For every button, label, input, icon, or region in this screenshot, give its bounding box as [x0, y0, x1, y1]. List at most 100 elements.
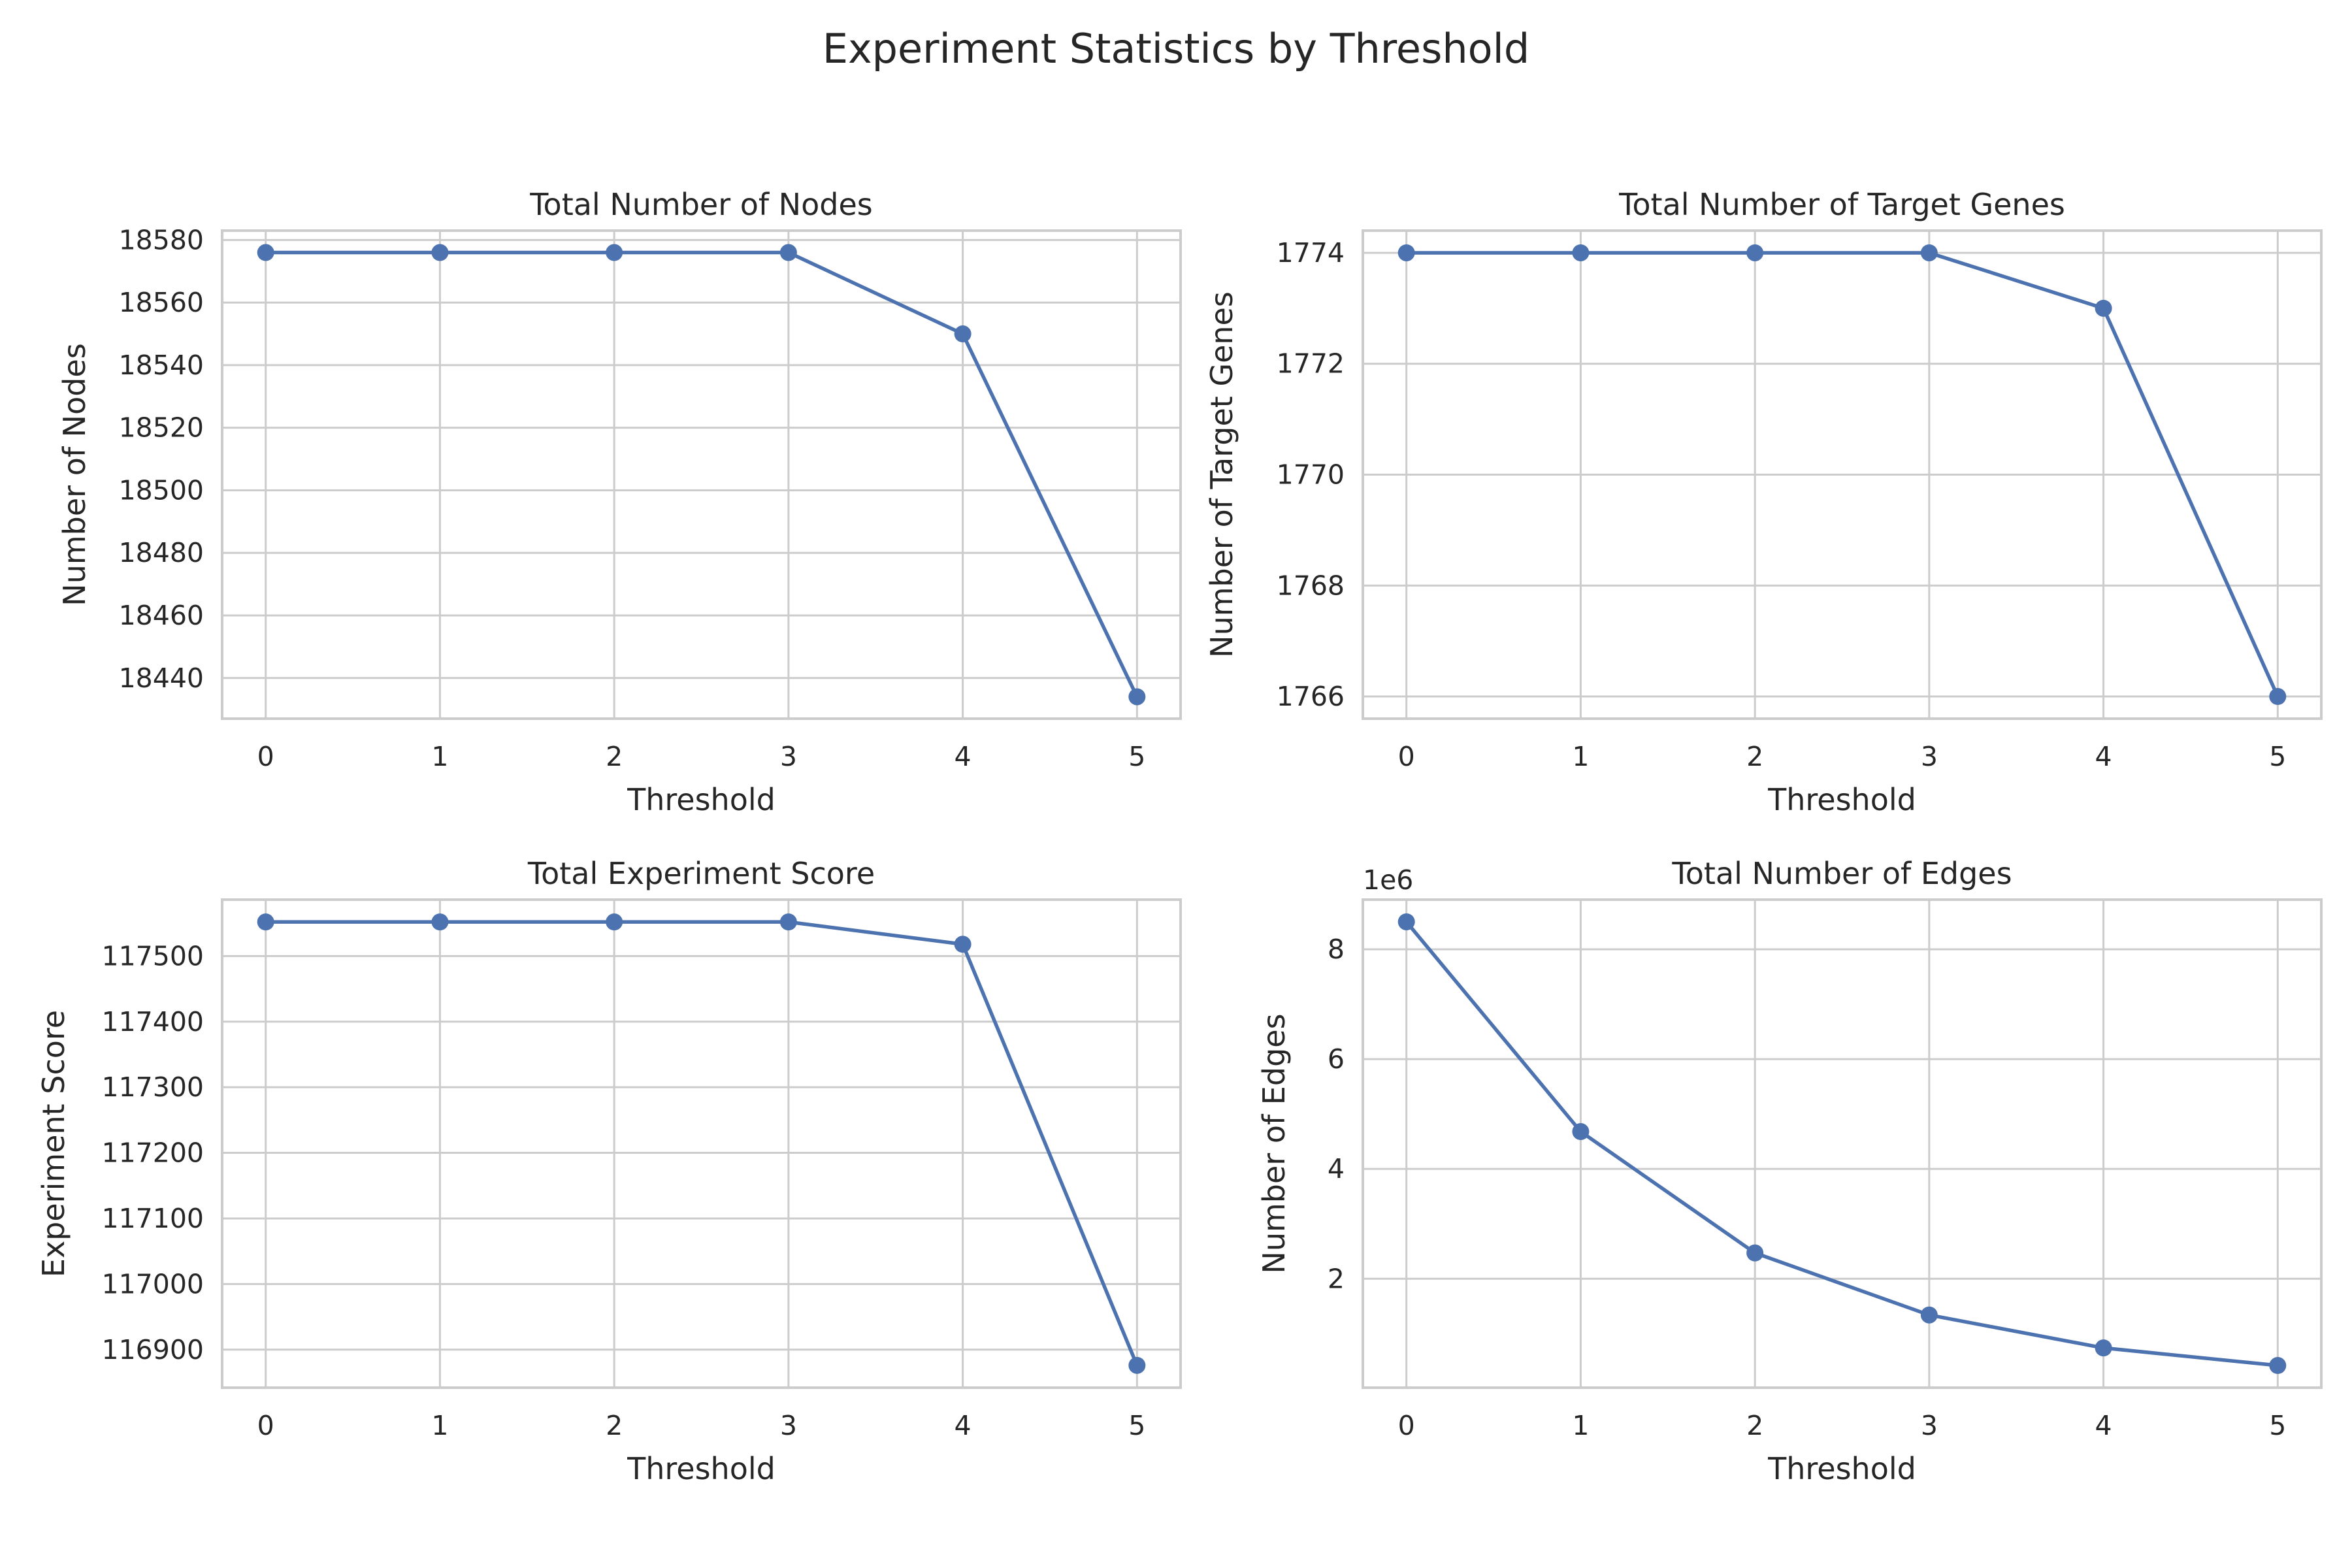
x-tick-label: 4: [2095, 741, 2112, 772]
series-line: [263, 920, 1139, 1367]
data-point: [779, 244, 797, 261]
y-tick-label: 18460: [119, 600, 204, 631]
y-tick-label: 18560: [119, 287, 204, 318]
data-point: [606, 244, 623, 261]
y-tick-label: 117500: [101, 940, 204, 972]
x-axis-label: Threshold: [627, 782, 776, 817]
x-axis-label: Threshold: [1767, 1451, 1916, 1486]
x-tick-label: 5: [1128, 1410, 1145, 1441]
y-tick-label: 2: [1328, 1263, 1345, 1294]
x-tick-label: 2: [1746, 1410, 1763, 1441]
figure-title: Experiment Statistics by Threshold: [823, 25, 1529, 73]
x-tick-label: 0: [257, 741, 274, 772]
x-tick-label: 1: [431, 1410, 448, 1441]
subplot-4: 0 1 2 3 4 5 2 4 6 8 1e6 Total Number of Edges Thresh…: [1256, 856, 2323, 1486]
y-tick-label: 18440: [119, 662, 204, 694]
data-point: [779, 913, 797, 931]
data-point: [257, 244, 274, 261]
y-tick-label: 18540: [119, 350, 204, 381]
x-tick-label: 3: [1921, 741, 1938, 772]
y-tick-label: 117300: [101, 1071, 204, 1103]
data-point: [954, 325, 972, 343]
data-point: [1128, 1356, 1146, 1374]
x-tick-label: 4: [955, 741, 972, 772]
y-tick-label: 1770: [1277, 459, 1345, 491]
y-offset-label: 1e6: [1363, 864, 1413, 896]
y-tick-label: 1768: [1277, 570, 1345, 601]
axes-frame: [1362, 229, 2323, 720]
series-line: [263, 250, 1139, 699]
data-point: [954, 936, 972, 953]
x-tick-label: 1: [431, 741, 448, 772]
x-tick-label: 3: [1921, 1410, 1938, 1441]
y-tick-label: 18480: [119, 537, 204, 568]
data-point: [1397, 913, 1415, 930]
data-point: [1920, 244, 1938, 261]
y-tick-label: 117400: [101, 1006, 204, 1037]
subplot-2: 0 1 2 3 4 5 1766 1768 1770 1772 1774 Total Number o…: [1204, 187, 2323, 817]
x-tick-label: 1: [1572, 1410, 1589, 1441]
y-axis-label: Number of Nodes: [57, 343, 92, 606]
data-point: [606, 913, 623, 931]
data-point: [1920, 1306, 1938, 1324]
axes-frame: [221, 898, 1182, 1389]
x-tick-label: 5: [2269, 741, 2286, 772]
x-tick-label: 2: [606, 741, 623, 772]
axes-frame: [221, 229, 1182, 720]
y-axis-label: Number of Edges: [1256, 1013, 1292, 1273]
x-tick-label: 0: [1398, 741, 1415, 772]
subplot-title: Total Number of Target Genes: [1618, 187, 2065, 222]
data-point: [257, 913, 274, 931]
x-tick-label: 4: [955, 1410, 972, 1441]
data-point: [431, 244, 449, 261]
x-axis-label: Threshold: [1767, 782, 1916, 817]
x-tick-label: 3: [780, 1410, 797, 1441]
y-tick-label: 117100: [101, 1203, 204, 1234]
data-point: [2269, 1357, 2287, 1375]
x-tick-label: 2: [1746, 741, 1763, 772]
x-tick-label: 2: [606, 1410, 623, 1441]
data-point: [2095, 1339, 2112, 1357]
data-point: [1572, 1123, 1590, 1141]
data-point: [431, 913, 449, 931]
subplot-1: 0 1 2 3 4 5 18440 18460 18480 18500 18520 18540 1856…: [57, 187, 1182, 817]
x-tick-label: 0: [257, 1410, 274, 1441]
subplot-title: Total Number of Nodes: [529, 187, 872, 222]
data-point: [1397, 244, 1415, 261]
data-point: [2269, 688, 2287, 706]
data-point: [1128, 688, 1146, 706]
x-tick-label: 5: [1128, 741, 1145, 772]
y-tick-label: 116900: [101, 1334, 204, 1365]
series-line: [1404, 251, 2280, 698]
y-tick-label: 18520: [119, 412, 204, 444]
x-tick-label: 4: [2095, 1410, 2112, 1441]
x-axis-label: Threshold: [627, 1451, 776, 1486]
data-point: [1572, 244, 1590, 261]
y-tick-label: 18500: [119, 474, 204, 506]
x-tick-label: 1: [1572, 741, 1589, 772]
y-tick-label: 18580: [119, 224, 204, 255]
x-tick-label: 3: [780, 741, 797, 772]
x-tick-label: 5: [2269, 1410, 2286, 1441]
y-tick-label: 1766: [1277, 681, 1345, 712]
y-tick-label: 6: [1328, 1043, 1345, 1075]
y-axis-label: Experiment Score: [36, 1010, 71, 1277]
subplot-title: Total Number of Edges: [1671, 856, 2012, 891]
y-tick-label: 1774: [1277, 237, 1345, 269]
y-tick-label: 117000: [101, 1268, 204, 1299]
y-axis-label: Number of Target Genes: [1204, 291, 1239, 658]
data-point: [1746, 244, 1764, 261]
subplots: 0 1 2 3 4 51844018460184801850018520185401856…: [36, 187, 2323, 1486]
y-tick-label: 117200: [101, 1137, 204, 1169]
y-tick-label: 1772: [1277, 348, 1345, 380]
subplot-3: 0 1 2 3 4 5 116900 117000 117100 117200 117300 1174…: [36, 856, 1182, 1486]
axes-frame: [1362, 898, 2323, 1389]
x-tick-label: 0: [1398, 1410, 1415, 1441]
data-point: [1746, 1244, 1764, 1262]
y-tick-label: 4: [1328, 1153, 1345, 1184]
subplot-title: Total Experiment Score: [527, 856, 875, 891]
series-line: [1404, 920, 2280, 1367]
y-tick-label: 8: [1328, 934, 1345, 965]
data-point: [2095, 299, 2112, 317]
